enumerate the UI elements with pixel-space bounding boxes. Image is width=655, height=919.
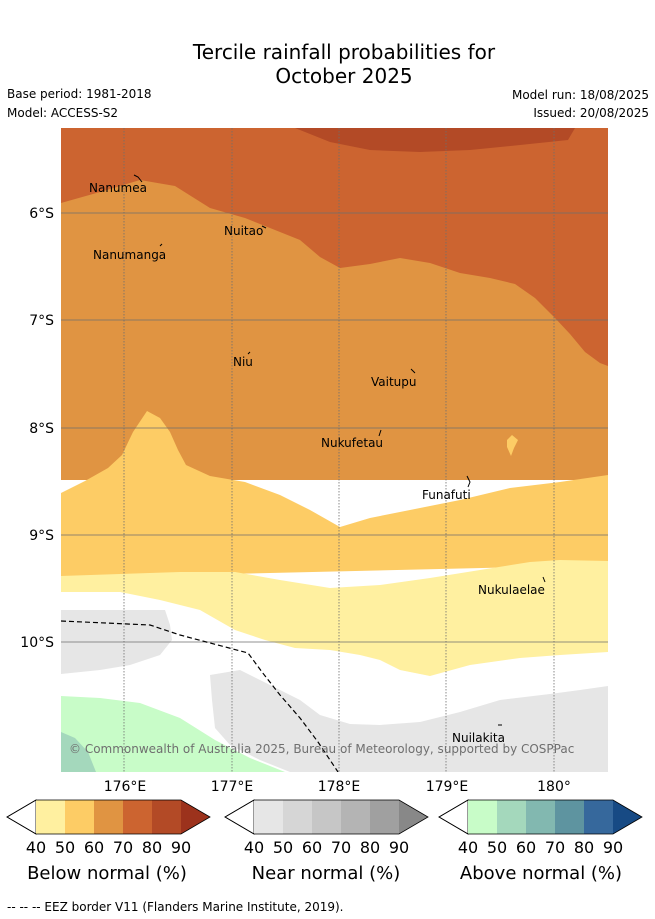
colorbar-tick-label: 40 <box>458 838 478 857</box>
colorbar-swatch <box>312 800 341 834</box>
colorbar-tick-label: 40 <box>26 838 46 857</box>
place-label: Nuitao <box>224 224 263 238</box>
model-run: Model run: 18/08/2025 <box>511 88 649 102</box>
above-normal-40-region <box>61 696 285 772</box>
colorbar-swatch <box>468 800 497 834</box>
lat-tick-label: 7°S <box>29 313 54 329</box>
place-label: Nanumea <box>89 181 147 195</box>
colorbar-swatch <box>36 800 65 834</box>
colorbar-swatch <box>65 800 94 834</box>
lon-tick-label: 178°E <box>318 779 361 795</box>
lat-tick-label: 8°S <box>29 421 54 437</box>
colorbar-outline <box>6 799 211 835</box>
colorbar-swatch <box>94 800 123 834</box>
colorbar-tick-label: 90 <box>171 838 191 857</box>
colorbar-swatch <box>497 800 526 834</box>
lat-tick-label: 10°S <box>20 635 54 651</box>
colorbar-tick-label: 80 <box>360 838 380 857</box>
below-normal-colorbar: 40 50 60 70 80 90 <box>6 799 211 857</box>
title-line-2: October 2025 <box>275 64 413 88</box>
colorbar-tick-label: 50 <box>487 838 507 857</box>
colorbar-tick-label: 70 <box>113 838 133 857</box>
above-normal-50-region <box>61 732 96 772</box>
lat-tick-label: 9°S <box>29 528 54 544</box>
colorbar-over-arrow <box>181 800 210 834</box>
eez-border-line <box>61 620 339 772</box>
colorbar-swatch <box>584 800 613 834</box>
colorbar-tick-label: 50 <box>55 838 75 857</box>
colorbar-tick-label: 60 <box>302 838 322 857</box>
place-label: Nukulaelae <box>478 583 545 597</box>
colorbar-swatch <box>254 800 283 834</box>
colorbar-tick-label: 90 <box>389 838 409 857</box>
near-normal-title: Near normal (%) <box>251 863 401 884</box>
base-period: Base period: 1981-2018 <box>7 87 152 101</box>
place-label: Nanumanga <box>93 248 166 262</box>
colorbar-swatch <box>341 800 370 834</box>
colorbar-tick-label: 60 <box>516 838 536 857</box>
colorbar-swatch <box>283 800 312 834</box>
below-normal-40-region <box>61 560 608 676</box>
place-label: Nukufetau <box>321 436 383 450</box>
place-labels: Nanumea Nuitao Nanumanga Niu Vaitupu Nuk… <box>89 181 545 745</box>
near-normal-40-region-south <box>210 670 608 772</box>
lat-tick-label: 6°S <box>29 206 54 222</box>
above-normal-title: Above normal (%) <box>459 863 623 884</box>
issued-date: Issued: 20/08/2025 <box>533 106 649 120</box>
title-line-1: Tercile rainfall probabilities for <box>192 40 496 64</box>
copyright-notice: © Commonwealth of Australia 2025, Bureau… <box>69 742 574 756</box>
colorbar-tick-label: 70 <box>545 838 565 857</box>
colorbar-tick-label: 90 <box>603 838 623 857</box>
place-label: Niu <box>233 355 253 369</box>
colorbar-swatch <box>152 800 181 834</box>
colorbar-over-arrow <box>399 800 428 834</box>
colorbar-tick-label: 60 <box>84 838 104 857</box>
place-label: Funafuti <box>422 488 471 502</box>
lon-tick-label: 177°E <box>211 779 254 795</box>
colorbar-under-arrow <box>6 799 37 835</box>
colorbar-under-arrow <box>224 799 255 835</box>
below-normal-60-region <box>61 180 608 480</box>
lon-tick-label: 180° <box>537 779 571 795</box>
colorbar-swatch <box>526 800 555 834</box>
lon-tick-label: 179°E <box>426 779 469 795</box>
lon-tick-label: 176°E <box>104 779 147 795</box>
below-normal-title: Below normal (%) <box>27 863 187 884</box>
below-normal-50-spot <box>507 435 518 456</box>
island-outlines <box>133 174 546 726</box>
below-normal-80-region <box>295 128 575 152</box>
colorbar-tick-label: 50 <box>273 838 293 857</box>
colorbar-tick-label: 40 <box>244 838 264 857</box>
colorbar-outline <box>438 799 643 835</box>
place-label: Vaitupu <box>371 375 417 389</box>
place-label: Nuilakita <box>452 731 505 745</box>
below-normal-50-region <box>61 411 608 578</box>
colorbar-tick-label: 80 <box>142 838 162 857</box>
colorbar-swatch <box>370 800 399 834</box>
latitude-labels: 6°S 7°S 8°S 9°S 10°S <box>20 206 54 651</box>
eez-legend-footer: -- -- -- EEZ border V11 (Flanders Marine… <box>7 900 344 914</box>
gridlines <box>61 128 608 772</box>
longitude-labels: 176°E 177°E 178°E 179°E 180° <box>104 779 571 795</box>
map-area <box>61 128 608 772</box>
near-normal-colorbar: 40 50 60 70 80 90 <box>224 799 429 857</box>
colorbar-swatch <box>123 800 152 834</box>
colorbar-swatch <box>555 800 584 834</box>
model-name: Model: ACCESS-S2 <box>7 106 119 120</box>
colorbar-outline <box>224 799 429 835</box>
colorbar-over-arrow <box>613 800 642 834</box>
map-title: Tercile rainfall probabilities for Octob… <box>0 40 655 88</box>
colorbar-tick-label: 80 <box>574 838 594 857</box>
above-normal-colorbar: 40 50 60 70 80 90 <box>438 799 643 857</box>
colorbar-tick-label: 70 <box>331 838 351 857</box>
colorbar-under-arrow <box>438 799 469 835</box>
